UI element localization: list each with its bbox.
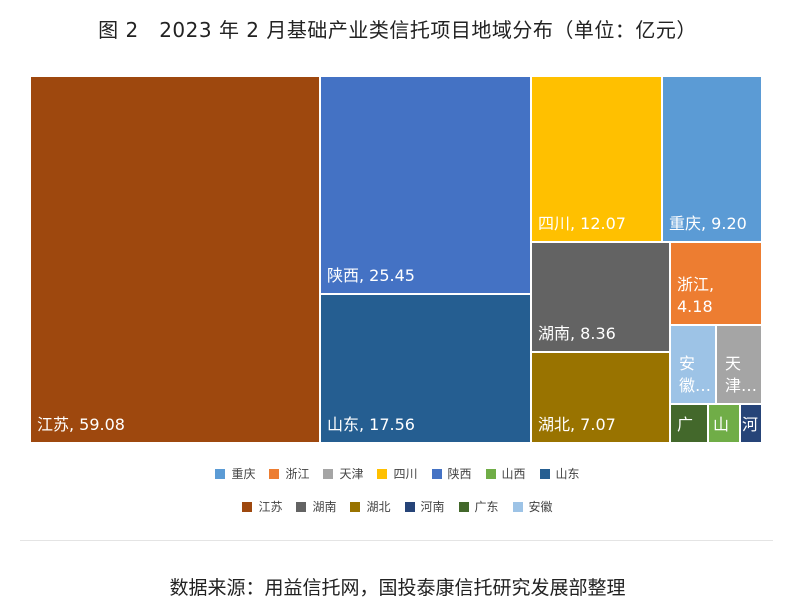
treemap-tile-label: 陕西, 25.45 bbox=[327, 266, 415, 285]
legend-label: 安徽 bbox=[528, 500, 553, 514]
divider bbox=[20, 540, 773, 541]
treemap-tile-label: 四川, 12.07 bbox=[538, 214, 626, 233]
legend-item: 重庆 bbox=[215, 465, 255, 482]
treemap-tile-4: 重庆, 9.20 bbox=[663, 77, 761, 241]
legend-item: 陕西 bbox=[431, 465, 472, 482]
legend-swatch bbox=[242, 501, 253, 512]
treemap-tile-label: 广 bbox=[677, 415, 694, 434]
treemap-tile-7: 浙江, 4.18 bbox=[671, 243, 761, 324]
legend-swatch bbox=[296, 501, 307, 512]
legend-item: 湖北 bbox=[350, 498, 391, 515]
legend-swatch bbox=[485, 468, 496, 479]
legend-label: 四川 bbox=[393, 467, 418, 481]
legend-item: 天津 bbox=[323, 465, 363, 482]
legend-item: 河南 bbox=[404, 498, 445, 515]
legend-row: 江苏 湖南 湖北 河南 广东 安徽 bbox=[0, 498, 795, 515]
legend-label: 浙江 bbox=[285, 467, 310, 481]
legend-item: 浙江 bbox=[269, 465, 309, 482]
treemap-tile-label: 河 bbox=[742, 415, 759, 434]
treemap-tile-10: 广 bbox=[671, 405, 707, 442]
treemap-tile-3: 四川, 12.07 bbox=[532, 77, 661, 241]
legend-swatch bbox=[215, 468, 226, 479]
legend-item: 广东 bbox=[458, 498, 499, 515]
treemap-tile-label: 安 徽… bbox=[679, 354, 712, 395]
treemap-tile-label: 江苏, 59.08 bbox=[37, 415, 125, 434]
legend-label: 陕西 bbox=[447, 467, 472, 481]
legend-item: 山东 bbox=[539, 465, 580, 482]
legend-label: 山东 bbox=[555, 467, 580, 481]
legend-label: 湖南 bbox=[312, 500, 337, 514]
treemap-tile-label: 重庆, 9.20 bbox=[669, 214, 747, 233]
treemap-tile-11: 山 bbox=[709, 405, 739, 442]
treemap-tile-12: 河 bbox=[741, 405, 761, 442]
treemap-tile-5: 湖南, 8.36 bbox=[532, 243, 669, 351]
data-source-note: 数据来源：用益信托网，国投泰康信托研究发展部整理 bbox=[169, 577, 626, 599]
treemap-tile-label: 浙江, 4.18 bbox=[677, 275, 715, 316]
treemap-tile-0: 江苏, 59.08 bbox=[31, 77, 319, 442]
legend-swatch bbox=[269, 468, 280, 479]
treemap-tile-label: 湖南, 8.36 bbox=[538, 324, 616, 343]
legend-label: 湖北 bbox=[366, 500, 391, 514]
legend-swatch bbox=[539, 468, 550, 479]
legend-label: 广东 bbox=[474, 500, 499, 514]
legend-item: 安徽 bbox=[512, 498, 553, 515]
treemap-tile-label: 湖北, 7.07 bbox=[538, 415, 616, 434]
treemap-tile-label: 山 bbox=[713, 415, 730, 434]
legend-swatch bbox=[323, 468, 334, 479]
chart-title: 图 2 2023 年 2 月基础产业类信托项目地域分布（单位：亿元） bbox=[98, 18, 697, 42]
treemap-tile-9: 天 津… bbox=[717, 326, 761, 403]
treemap-tile-2: 山东, 17.56 bbox=[321, 295, 530, 442]
legend-item: 四川 bbox=[377, 465, 418, 482]
legend-swatch bbox=[377, 468, 388, 479]
treemap-tile-6: 湖北, 7.07 bbox=[532, 353, 669, 442]
legend-swatch bbox=[404, 501, 415, 512]
legend-swatch bbox=[512, 501, 523, 512]
legend-item: 山西 bbox=[485, 465, 526, 482]
legend-item: 湖南 bbox=[296, 498, 336, 515]
legend-label: 山西 bbox=[501, 467, 526, 481]
legend-label: 重庆 bbox=[231, 467, 256, 481]
legend-swatch bbox=[431, 468, 442, 479]
legend-swatch bbox=[350, 501, 361, 512]
legend-row: 重庆 浙江 天津 四川 陕西 山西 山东 bbox=[0, 465, 795, 482]
legend-label: 河南 bbox=[420, 500, 445, 514]
treemap-tile-label: 山东, 17.56 bbox=[327, 415, 415, 434]
legend-label: 天津 bbox=[339, 467, 364, 481]
legend-item: 江苏 bbox=[242, 498, 282, 515]
treemap-tile-label: 天 津… bbox=[725, 354, 758, 395]
legend-label: 江苏 bbox=[258, 500, 283, 514]
treemap-tile-1: 陕西, 25.45 bbox=[321, 77, 530, 293]
legend-swatch bbox=[458, 501, 469, 512]
treemap-tile-8: 安 徽… bbox=[671, 326, 715, 403]
